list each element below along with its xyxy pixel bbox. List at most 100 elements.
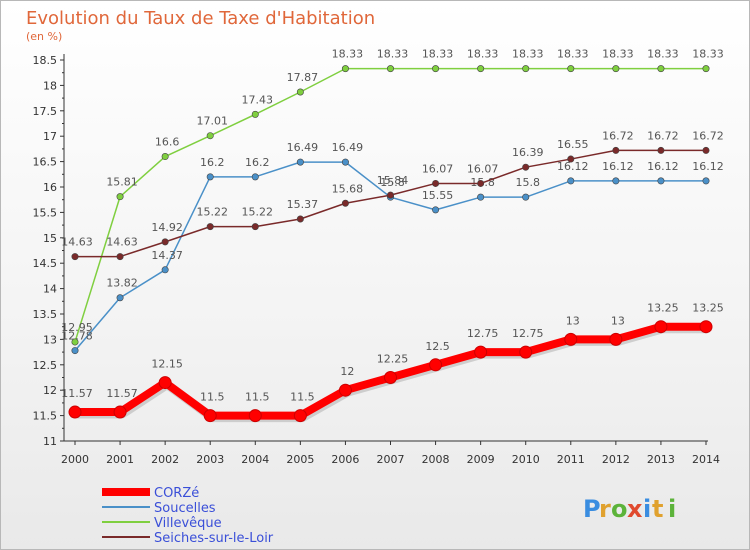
data-label: 15.8	[515, 176, 540, 189]
data-point	[609, 332, 623, 346]
data-label: 18.33	[692, 48, 724, 61]
data-label: 16.72	[647, 129, 679, 142]
data-label: 12.78	[61, 330, 93, 343]
data-point	[386, 65, 394, 73]
logo-letter: x	[627, 495, 643, 523]
data-point	[699, 320, 713, 334]
data-point	[474, 345, 488, 359]
data-point	[522, 193, 530, 201]
data-label: 17.87	[287, 71, 319, 84]
series-0: 11.57 11.57 12.15 11.5 11.5 11.5 12 12.25 12.5 12…	[61, 302, 724, 423]
data-point	[206, 132, 214, 140]
data-label: 18.33	[602, 48, 634, 61]
data-label: 15.37	[287, 198, 319, 211]
x-tick-label: 2003	[196, 453, 224, 466]
y-tick-label: 15	[43, 232, 57, 245]
x-tick-label: 2006	[331, 453, 359, 466]
data-label: 16.07	[422, 162, 454, 175]
data-point	[116, 294, 124, 302]
data-label: 15.22	[196, 206, 228, 219]
logo-letter: t	[652, 495, 663, 523]
data-point	[522, 65, 530, 73]
data-label: 12.15	[151, 358, 183, 371]
data-label: 12.75	[512, 327, 544, 340]
y-tick-label: 12	[43, 384, 57, 397]
data-point	[296, 158, 304, 166]
y-tick-label: 11.5	[33, 410, 58, 423]
data-label: 13	[566, 314, 580, 327]
data-point	[519, 345, 533, 359]
x-tick-label: 2007	[377, 453, 405, 466]
data-point	[116, 253, 124, 261]
data-point	[654, 320, 668, 334]
series-lines: 12.95 15.81 16.6 17.01 17.43 17.87 18.33 18.33 1…	[61, 48, 724, 423]
data-label: 16.39	[512, 146, 544, 159]
data-point	[338, 383, 352, 397]
logo-letter: i	[643, 495, 651, 523]
data-point	[341, 65, 349, 73]
data-point	[702, 177, 710, 185]
data-point	[477, 193, 485, 201]
data-label: 15.84	[377, 174, 409, 187]
y-tick-label: 17	[43, 130, 57, 143]
data-point	[206, 173, 214, 181]
data-label: 11.57	[61, 387, 93, 400]
data-label: 13.25	[647, 302, 679, 315]
data-point	[477, 179, 485, 187]
data-label: 18.33	[332, 48, 364, 61]
data-point	[161, 266, 169, 274]
data-point	[251, 110, 259, 118]
data-label: 16.2	[200, 156, 225, 169]
data-point	[657, 177, 665, 185]
data-point	[296, 215, 304, 223]
data-point	[68, 405, 82, 419]
x-tick-label: 2008	[422, 453, 450, 466]
data-point	[293, 409, 307, 423]
data-point	[161, 153, 169, 161]
data-label: 11.5	[200, 391, 225, 404]
x-tick-label: 2002	[151, 453, 179, 466]
data-label: 13	[611, 314, 625, 327]
legend: CORZéSoucellesVillevêqueSeiches-sur-le-L…	[102, 486, 274, 546]
x-tick-label: 2001	[106, 453, 134, 466]
y-tick-label: 12.5	[33, 359, 58, 372]
data-label: 11.5	[245, 391, 270, 404]
data-label: 15.55	[422, 189, 454, 202]
data-point	[161, 238, 169, 246]
data-label: 14.37	[151, 249, 183, 262]
data-label: 15.8	[380, 176, 405, 189]
logo-letter: P	[583, 495, 601, 523]
data-point	[477, 65, 485, 73]
legend-label: Villevêque	[154, 516, 222, 531]
data-label: 18.33	[512, 48, 544, 61]
data-label: 15.81	[106, 176, 138, 189]
logo-letter: i	[668, 495, 676, 523]
data-point	[522, 163, 530, 171]
data-point	[206, 223, 214, 231]
data-label: 11.57	[106, 387, 138, 400]
data-point	[567, 155, 575, 163]
data-label: 16.12	[602, 160, 634, 173]
data-label: 16.2	[245, 156, 270, 169]
data-label: 14.63	[106, 236, 138, 249]
data-label: 16.6	[155, 136, 180, 149]
data-label: 16.12	[647, 160, 679, 173]
data-point	[702, 146, 710, 154]
x-tick-label: 2010	[512, 453, 540, 466]
legend-label: Soucelles	[154, 501, 216, 516]
data-point	[384, 371, 397, 384]
data-point	[71, 338, 79, 346]
logo-letter: r	[599, 495, 611, 523]
x-tick-label: 2005	[286, 453, 314, 466]
data-label: 16.12	[692, 160, 724, 173]
y-tick-label: 16.5	[33, 156, 58, 169]
chart-subtitle: (en %)	[26, 30, 62, 43]
data-point	[341, 199, 349, 207]
data-label: 14.63	[61, 236, 93, 249]
data-label: 16.55	[557, 138, 589, 151]
data-label: 12	[340, 365, 354, 378]
data-point	[71, 253, 79, 261]
data-label: 18.33	[422, 48, 454, 61]
